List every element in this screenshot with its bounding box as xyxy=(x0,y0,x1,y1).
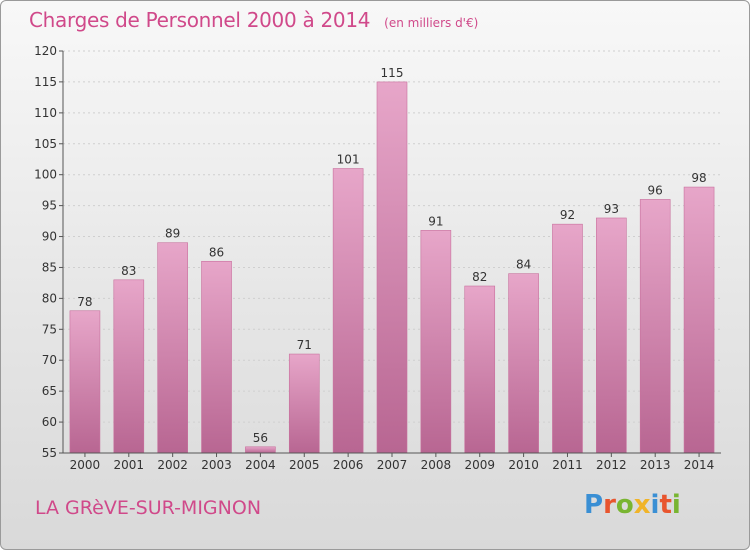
bar xyxy=(552,223,583,454)
x-tick-label: 2001 xyxy=(114,458,145,472)
x-tick-label: 2011 xyxy=(552,458,583,472)
y-tick-label: 120 xyxy=(34,44,57,58)
y-tick-label: 65 xyxy=(42,384,57,398)
x-tick-label: 2003 xyxy=(201,458,232,472)
bar xyxy=(69,310,101,454)
bar xyxy=(464,285,496,454)
chart-title: Charges de Personnel 2000 à 2014 (en mill… xyxy=(29,8,478,32)
bar xyxy=(332,168,364,454)
bar xyxy=(113,279,145,454)
value-label: 56 xyxy=(253,431,268,445)
bar xyxy=(201,260,232,454)
logo-letter: t xyxy=(659,490,672,520)
y-tick-label: 75 xyxy=(42,322,57,336)
x-tick-label: 2008 xyxy=(421,458,452,472)
x-tick-label: 2007 xyxy=(377,458,408,472)
bars: 78 83 89 86 56 71 101 115 91 82 84 92 93 96 98 xyxy=(69,66,715,454)
y-tick-label: 55 xyxy=(42,446,57,460)
logo-letter: r xyxy=(603,490,616,520)
logo-letter: i xyxy=(671,490,681,520)
value-label: 101 xyxy=(337,153,360,167)
logo-letter: x xyxy=(633,490,651,520)
bar xyxy=(508,273,539,454)
x-tick-label: 2002 xyxy=(157,458,188,472)
x-tick-label: 2004 xyxy=(245,458,276,472)
value-label: 84 xyxy=(516,258,531,272)
bar xyxy=(288,353,320,454)
bar xyxy=(245,446,276,454)
logo-letter: i xyxy=(650,490,660,520)
y-tick-label: 85 xyxy=(42,260,57,274)
value-label: 83 xyxy=(121,264,136,278)
y-tick-label: 110 xyxy=(34,106,57,120)
value-label: 92 xyxy=(560,208,575,222)
y-tick-label: 105 xyxy=(34,137,57,151)
x-tick-label: 2010 xyxy=(508,458,539,472)
y-tick-label: 95 xyxy=(42,199,57,213)
value-label: 98 xyxy=(691,171,706,185)
chart-unit: (en milliers d'€) xyxy=(384,16,479,30)
x-tick-label: 2009 xyxy=(464,458,495,472)
value-label: 78 xyxy=(77,295,92,309)
value-label: 91 xyxy=(428,214,443,228)
x-tick-label: 2012 xyxy=(596,458,627,472)
x-tick-label: 2005 xyxy=(289,458,320,472)
y-tick-label: 90 xyxy=(42,230,57,244)
commune-name: LA GRèVE-SUR-MIGNON xyxy=(35,497,262,519)
x-tick-label: 2014 xyxy=(684,458,715,472)
y-tick-label: 60 xyxy=(42,415,57,429)
y-tick-label: 100 xyxy=(34,168,57,182)
value-label: 89 xyxy=(165,227,180,241)
value-label: 86 xyxy=(209,245,224,259)
bar xyxy=(376,81,408,454)
y-tick-label: 80 xyxy=(42,291,57,305)
y-tick-label: 115 xyxy=(34,75,57,89)
value-label: 96 xyxy=(648,183,663,197)
value-label: 93 xyxy=(604,202,619,216)
value-label: 82 xyxy=(472,270,487,284)
bar xyxy=(596,217,627,454)
value-label: 71 xyxy=(297,338,312,352)
bar xyxy=(639,199,671,454)
axes: 55 60 65 70 75 80 85 90 95 100 105 110 115 120 2000 200… xyxy=(34,44,721,472)
bar xyxy=(157,242,188,454)
value-label: 115 xyxy=(381,66,404,80)
bar xyxy=(683,186,715,454)
logo-letter: o xyxy=(615,490,634,520)
x-tick-label: 2000 xyxy=(70,458,101,472)
y-tick-label: 70 xyxy=(42,353,57,367)
chart-title-text: Charges de Personnel 2000 à 2014 xyxy=(29,8,371,32)
x-tick-label: 2013 xyxy=(640,458,671,472)
x-tick-label: 2006 xyxy=(333,458,364,472)
logo-letter: P xyxy=(584,490,604,520)
bar xyxy=(420,230,452,454)
proxiti-logo: Proxiti xyxy=(584,490,681,520)
